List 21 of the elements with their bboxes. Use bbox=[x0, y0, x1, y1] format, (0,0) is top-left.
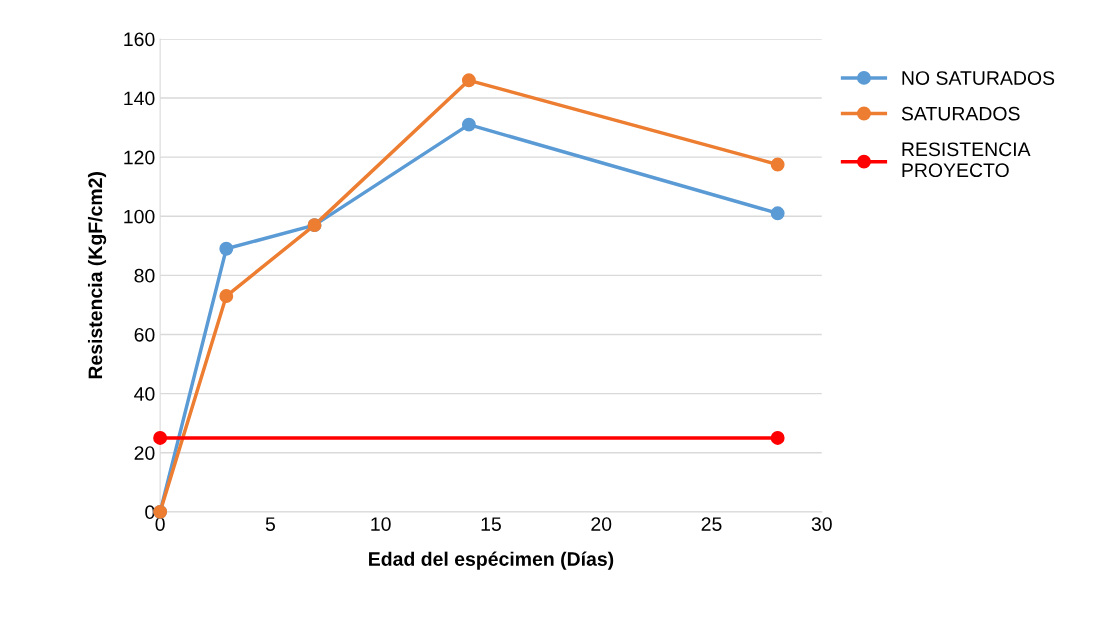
y-tick-label: 40 bbox=[134, 387, 155, 401]
legend-label: NO SATURADOS bbox=[902, 71, 1055, 85]
y-axis-title: Resistencia (KgF/cm2) bbox=[87, 172, 107, 379]
x-tick-label: 0 bbox=[155, 517, 165, 531]
x-tick-label: 20 bbox=[591, 517, 612, 531]
x-tick-label: 25 bbox=[701, 517, 722, 531]
y-tick-label: 60 bbox=[134, 327, 155, 342]
y-tick-label: 100 bbox=[124, 209, 155, 224]
y-tick-label: 140 bbox=[124, 91, 155, 106]
x-tick-label: 30 bbox=[811, 517, 832, 531]
x-tick-label: 10 bbox=[371, 517, 391, 531]
x-tick-label: 15 bbox=[481, 517, 501, 531]
y-tick-label: 160 bbox=[124, 32, 155, 47]
x-tick-label: 5 bbox=[265, 517, 275, 531]
legend-label: RESISTENCIA PROYECTO bbox=[902, 142, 1031, 178]
y-tick-label: 80 bbox=[134, 268, 155, 283]
y-tick-label: 0 bbox=[145, 505, 155, 520]
legend-label: SATURADOS bbox=[901, 106, 1020, 121]
y-tick-label: 20 bbox=[134, 446, 155, 460]
y-tick-label: 120 bbox=[124, 150, 155, 165]
x-axis-title: Edad del espécimen (Días) bbox=[369, 551, 614, 570]
